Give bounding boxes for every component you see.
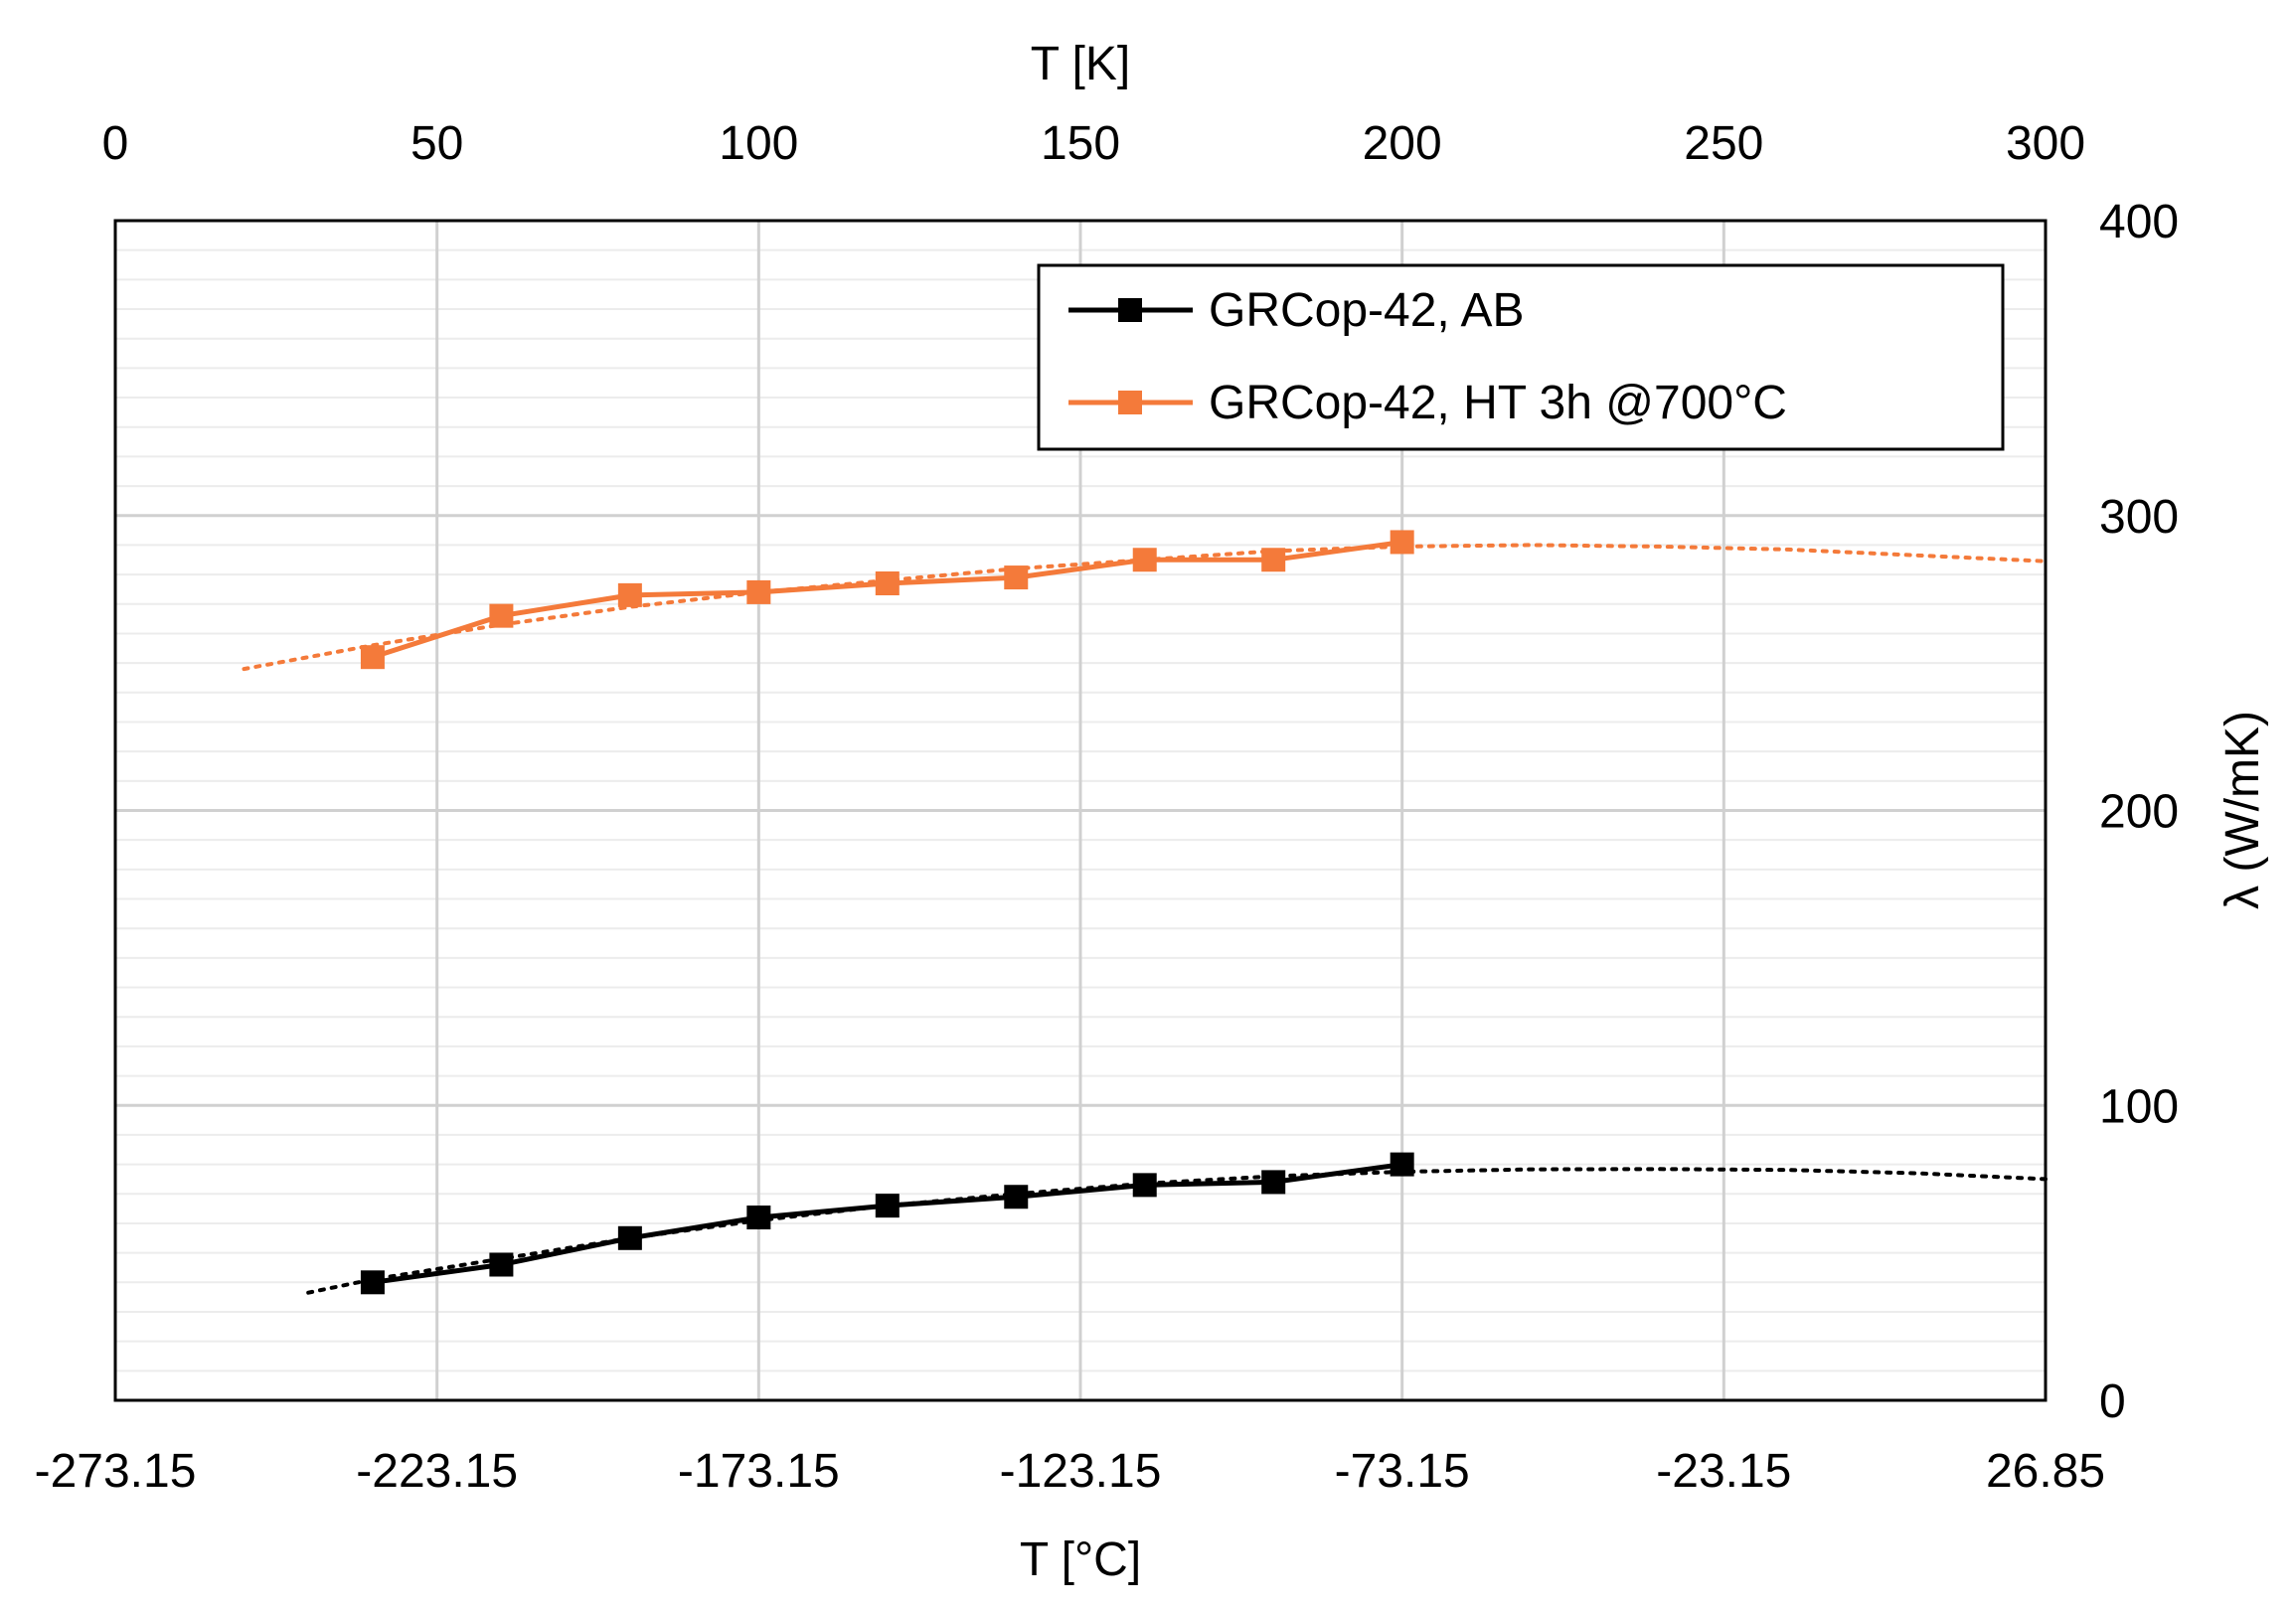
top-x-tick-label: 100 xyxy=(719,117,798,170)
top-x-tick-label: 200 xyxy=(1363,117,1442,170)
bottom-x-tick-label: 26.85 xyxy=(1986,1445,2105,1498)
data-point-ab xyxy=(1004,1185,1029,1209)
y-tick-label: 400 xyxy=(2099,196,2179,248)
legend-swatch-ht-marker xyxy=(1118,391,1142,414)
data-point-ab xyxy=(875,1194,900,1218)
data-point-ab xyxy=(617,1225,642,1250)
data-point-ab xyxy=(489,1252,514,1277)
top-x-tick-label: 250 xyxy=(1684,117,1763,170)
y-tick-label: 300 xyxy=(2099,491,2179,544)
data-point-ab xyxy=(1261,1170,1286,1195)
data-point-ab xyxy=(1390,1152,1414,1177)
y-tick-labels: 0 100 200 300 400 xyxy=(2099,196,2179,1428)
bottom-x-tick-labels: -273.15 -223.15 -173.15 -123.15 -73.15 -23.15… xyxy=(35,1445,2105,1498)
top-x-tick-label: 50 xyxy=(410,117,463,170)
data-point-ht xyxy=(1132,548,1157,572)
bottom-x-tick-label: -223.15 xyxy=(356,1445,518,1498)
y-axis-title: λ (W/mK) xyxy=(2216,711,2269,909)
trend-line-ab xyxy=(306,1167,2048,1295)
data-point-ab xyxy=(746,1206,771,1230)
data-point-ht xyxy=(617,582,642,607)
top-x-tick-label: 300 xyxy=(2006,117,2085,170)
y-tick-label: 100 xyxy=(2099,1080,2179,1133)
bottom-x-tick-label: -273.15 xyxy=(35,1445,197,1498)
top-x-tick-label: 150 xyxy=(1041,117,1120,170)
data-point-ht xyxy=(1390,530,1414,555)
data-point-ht xyxy=(875,571,900,596)
y-tick-label: 200 xyxy=(2099,786,2179,839)
data-point-ht xyxy=(1261,548,1286,572)
top-x-axis-title: T [K] xyxy=(1031,38,1130,90)
legend-swatch-ab-marker xyxy=(1118,298,1142,322)
data-point-ht xyxy=(746,579,771,604)
legend-box xyxy=(1037,263,2005,451)
data-point-ht xyxy=(360,645,385,670)
top-x-tick-label: 0 xyxy=(102,117,129,170)
bottom-x-axis-title: T [°C] xyxy=(1020,1533,1141,1586)
data-point-ht xyxy=(1004,565,1029,590)
data-point-ab xyxy=(1132,1173,1157,1198)
markers xyxy=(360,530,1414,1295)
data-point-ht xyxy=(489,603,514,628)
legend: GRCop-42, AB GRCop-42, HT 3h @700°C xyxy=(1037,263,2005,451)
bottom-x-tick-label: -73.15 xyxy=(1335,1445,1470,1498)
bottom-x-tick-label: -173.15 xyxy=(678,1445,840,1498)
legend-label-ht: GRCop-42, HT 3h @700°C xyxy=(1209,377,1787,429)
y-tick-label: 0 xyxy=(2099,1375,2126,1428)
top-x-tick-labels: 0 50 100 150 200 250 300 xyxy=(102,117,2085,170)
data-point-ab xyxy=(360,1270,385,1295)
bottom-x-tick-label: -23.15 xyxy=(1656,1445,1791,1498)
plot-frame xyxy=(113,219,2048,1402)
legend-label-ab: GRCop-42, AB xyxy=(1209,284,1524,337)
bottom-x-tick-label: -123.15 xyxy=(1000,1445,1162,1498)
